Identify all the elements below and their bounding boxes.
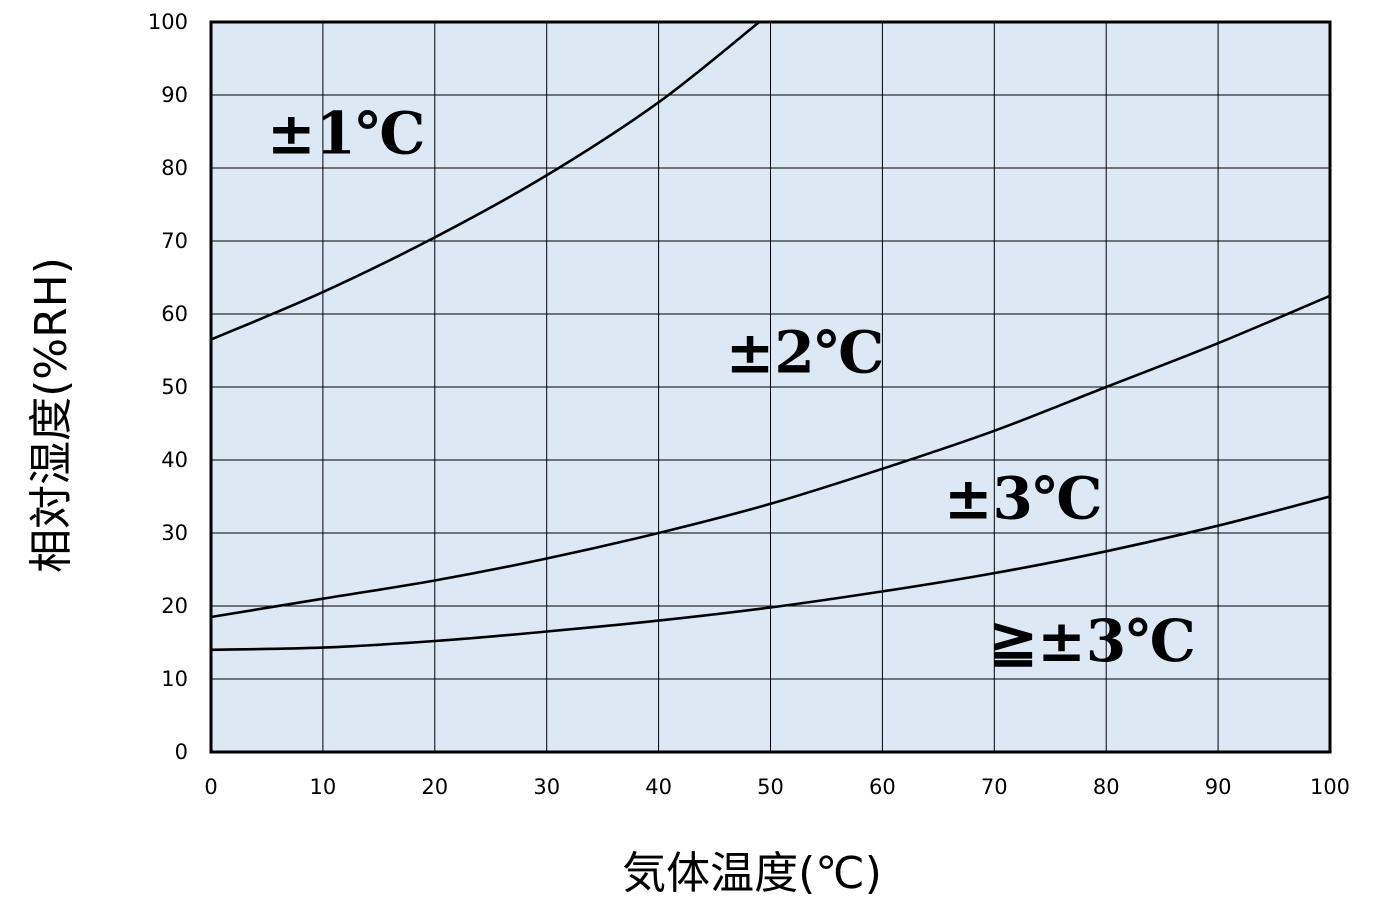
x-tick-label: 100 (1310, 775, 1350, 799)
y-tick-label: 20 (161, 594, 188, 618)
series-line (210, 20, 761, 341)
y-tick-label: 70 (161, 229, 188, 253)
x-tick-label: 90 (1205, 775, 1232, 799)
region-label: ±1℃ (267, 99, 425, 167)
x-axis-title: 気体温度(℃) (622, 848, 882, 899)
x-tick-label: 10 (310, 775, 337, 799)
series-lines (210, 20, 1331, 652)
y-axis-title: 相対湿度(%RH) (26, 257, 77, 573)
x-tick-label: 50 (757, 775, 784, 799)
region-label: ±3℃ (944, 464, 1102, 532)
y-tick-label: 10 (161, 667, 188, 691)
x-tick-label: 0 (204, 775, 217, 799)
x-tick-labels: 0 10 20 30 40 50 60 70 80 90 100 (204, 775, 1350, 799)
y-tick-label: 80 (161, 156, 188, 180)
region-labels: ±1℃ ±2℃ ±3℃ ≧±3℃ (267, 99, 1196, 674)
x-tick-label: 80 (1093, 775, 1120, 799)
y-tick-label: 40 (161, 448, 188, 472)
x-tick-label: 70 (981, 775, 1008, 799)
region-label: ≧±3℃ (989, 607, 1196, 675)
x-tick-label: 40 (645, 775, 672, 799)
x-tick-label: 30 (533, 775, 560, 799)
y-tick-label: 100 (148, 10, 188, 34)
x-tick-label: 60 (869, 775, 896, 799)
y-tick-labels: 0 10 20 30 40 50 60 70 80 90 100 (148, 10, 188, 764)
y-tick-label: 90 (161, 83, 188, 107)
region-label: ±2℃ (726, 318, 884, 386)
x-tick-label: 20 (421, 775, 448, 799)
y-tick-label: 30 (161, 521, 188, 545)
series-line (210, 294, 1331, 619)
plot-frame (209, 20, 1332, 754)
y-tick-label: 60 (161, 302, 188, 326)
y-tick-label: 0 (175, 740, 188, 764)
y-tick-label: 50 (161, 375, 188, 399)
series-line (210, 495, 1331, 652)
